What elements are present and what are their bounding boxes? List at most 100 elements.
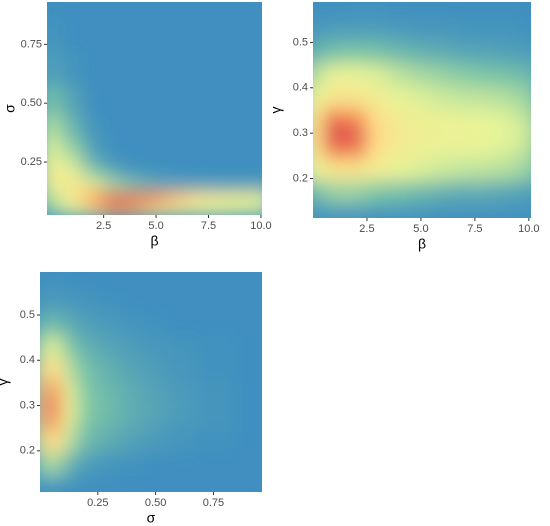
density-cell bbox=[187, 202, 210, 215]
density-cell bbox=[97, 411, 122, 431]
density-cell bbox=[97, 429, 122, 454]
density-cell bbox=[47, 138, 63, 157]
density-cell bbox=[366, 16, 390, 41]
density-cell bbox=[344, 16, 368, 41]
density-cell bbox=[77, 312, 99, 336]
density-cell bbox=[97, 398, 122, 413]
density-cell bbox=[236, 475, 262, 492]
density-cell bbox=[97, 380, 122, 400]
density-cell bbox=[249, 2, 262, 18]
density-cell bbox=[313, 62, 325, 86]
density-cell bbox=[103, 138, 126, 157]
density-cell bbox=[145, 155, 168, 169]
density-cell bbox=[44, 452, 55, 477]
density-cell bbox=[323, 139, 346, 159]
density-cell bbox=[40, 334, 46, 359]
density-cell bbox=[103, 155, 126, 169]
density-cell bbox=[103, 49, 126, 87]
density-cell bbox=[313, 180, 325, 204]
density-cell bbox=[431, 39, 454, 64]
density-cell bbox=[344, 107, 368, 127]
density-cell bbox=[388, 16, 411, 41]
density-cell bbox=[63, 475, 79, 492]
density-cell bbox=[431, 180, 454, 204]
density-cell bbox=[228, 202, 251, 215]
density-cell bbox=[145, 2, 168, 18]
density-cell bbox=[388, 180, 411, 204]
density-cell bbox=[431, 139, 454, 159]
density-cell bbox=[236, 289, 262, 314]
density-cell bbox=[166, 190, 189, 204]
y-tick-label: 0.4 bbox=[20, 354, 35, 366]
density-cell bbox=[409, 62, 433, 86]
density-cell bbox=[517, 84, 531, 109]
density-cell bbox=[228, 155, 251, 169]
density-cell bbox=[44, 475, 55, 492]
density-cell bbox=[63, 312, 79, 336]
density-cell bbox=[166, 475, 197, 492]
density-cell bbox=[77, 398, 99, 413]
density-cell bbox=[474, 202, 497, 218]
density-cell bbox=[388, 202, 411, 218]
density-cell bbox=[195, 411, 238, 431]
density-cell bbox=[388, 107, 411, 127]
density-cell bbox=[120, 312, 145, 336]
density-cell bbox=[474, 157, 497, 182]
density-cell bbox=[77, 452, 99, 477]
density-cell bbox=[82, 167, 105, 181]
density-cell bbox=[208, 49, 230, 87]
density-cell bbox=[40, 429, 46, 454]
density-cell bbox=[47, 114, 63, 140]
density-cell bbox=[53, 429, 65, 454]
density-cell bbox=[82, 114, 105, 140]
density-cell bbox=[208, 85, 230, 116]
density-cell bbox=[97, 272, 122, 291]
density-cell bbox=[145, 138, 168, 157]
density-cell bbox=[431, 157, 454, 182]
density-cell bbox=[344, 39, 368, 64]
density-cell bbox=[452, 2, 476, 18]
x-tick-label: 0.75 bbox=[203, 497, 224, 509]
density-cell bbox=[97, 475, 122, 492]
density-cell bbox=[474, 16, 497, 41]
density-cell bbox=[77, 429, 99, 454]
density-cell bbox=[166, 2, 189, 18]
density-cell bbox=[53, 398, 65, 413]
density-cell bbox=[228, 2, 251, 18]
density-cell bbox=[452, 16, 476, 41]
density-cell bbox=[474, 180, 497, 204]
density-cell bbox=[47, 202, 63, 215]
plot-area bbox=[313, 2, 531, 218]
density-cell bbox=[431, 202, 454, 218]
density-cell bbox=[63, 272, 79, 291]
density-cell bbox=[409, 2, 433, 18]
density-cell bbox=[366, 84, 390, 109]
density-cell bbox=[40, 475, 46, 492]
density-cell bbox=[124, 16, 147, 51]
density-cell bbox=[124, 2, 147, 18]
density-cell bbox=[61, 85, 84, 116]
density-cell bbox=[517, 2, 531, 18]
y-axis-title: γ bbox=[0, 379, 11, 386]
density-cell bbox=[120, 334, 145, 359]
x-tick-label: 7.5 bbox=[201, 220, 216, 232]
density-cell bbox=[517, 202, 531, 218]
density-cell bbox=[166, 398, 197, 413]
density-cell bbox=[366, 62, 390, 86]
density-cell bbox=[97, 312, 122, 336]
density-cell bbox=[495, 157, 519, 182]
density-cell bbox=[143, 334, 168, 359]
density-cell bbox=[53, 312, 65, 336]
density-cell bbox=[103, 114, 126, 140]
density-cell bbox=[145, 16, 168, 51]
density-cell bbox=[40, 411, 46, 431]
density-cell bbox=[409, 157, 433, 182]
density-cell bbox=[228, 190, 251, 204]
density-cell bbox=[323, 180, 346, 204]
density-cell bbox=[344, 125, 368, 141]
density-cell bbox=[249, 155, 262, 169]
density-cell bbox=[145, 190, 168, 204]
density-cell bbox=[124, 155, 147, 169]
density-cell bbox=[452, 107, 476, 127]
density-cell bbox=[61, 16, 84, 51]
